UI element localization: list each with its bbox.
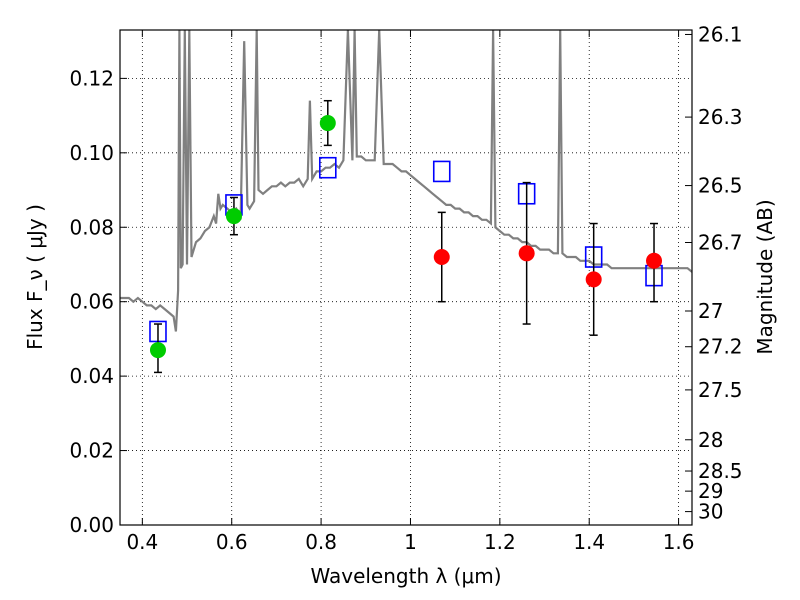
observed-flux-point [149,342,166,359]
x-tick-label: 1.6 [663,530,695,554]
x-tick-label: 1.4 [573,530,605,554]
right-tick-label: 26.7 [698,231,743,255]
y-tick-label: 0.12 [69,66,114,90]
y-tick-label: 0.00 [69,513,114,537]
right-tick-label: 27.2 [698,335,743,359]
plot-frame [119,29,693,526]
right-tick-label: 26.5 [698,174,743,198]
right-tick-label: 27.5 [698,378,743,402]
right-axis-title: Magnitude (AB) [753,199,777,354]
x-tick-label: 1.2 [484,530,516,554]
y-tick-label: 0.06 [69,290,114,314]
plot-area [120,30,692,374]
y-tick-label: 0.04 [69,364,114,388]
axes-ticks: 0.4 0.6 0.8 1 1.2 1.4 1.6 0.00 0.02 0.04 0.06 0.08 0… [69,22,742,554]
y-tick-label: 0.10 [69,141,114,165]
right-tick-label: 28 [698,428,723,452]
model-flux-square [432,160,451,183]
right-tick-label: 29 [698,479,723,503]
observed-flux-point [646,252,663,269]
grid [120,30,692,526]
right-tick-label: 28.5 [698,459,743,483]
series-group [120,30,692,374]
observed-flux-point [585,271,602,288]
right-tick-label: 30 [698,500,723,524]
y-axis-title: Flux F_ν ( μJy ) [23,204,47,350]
model-spectrum-line [120,30,692,332]
right-tick-label: 27 [698,299,723,323]
observed-flux-point [225,208,242,225]
x-axis-title: Wavelength λ (μm) [310,564,501,588]
x-tick-label: 0.6 [216,530,248,554]
model-flux-square [318,156,337,179]
x-tick-label: 1 [404,530,417,554]
observed-flux-point [518,245,535,262]
right-tick-label: 26.1 [698,22,743,46]
right-tick-label: 26.3 [698,105,743,129]
observed-flux-point [433,249,450,266]
x-tick-label: 0.8 [305,530,337,554]
observed-flux-point [319,115,336,132]
x-tick-label: 0.4 [126,530,158,554]
y-tick-label: 0.08 [69,215,114,239]
y-tick-label: 0.02 [69,439,114,463]
